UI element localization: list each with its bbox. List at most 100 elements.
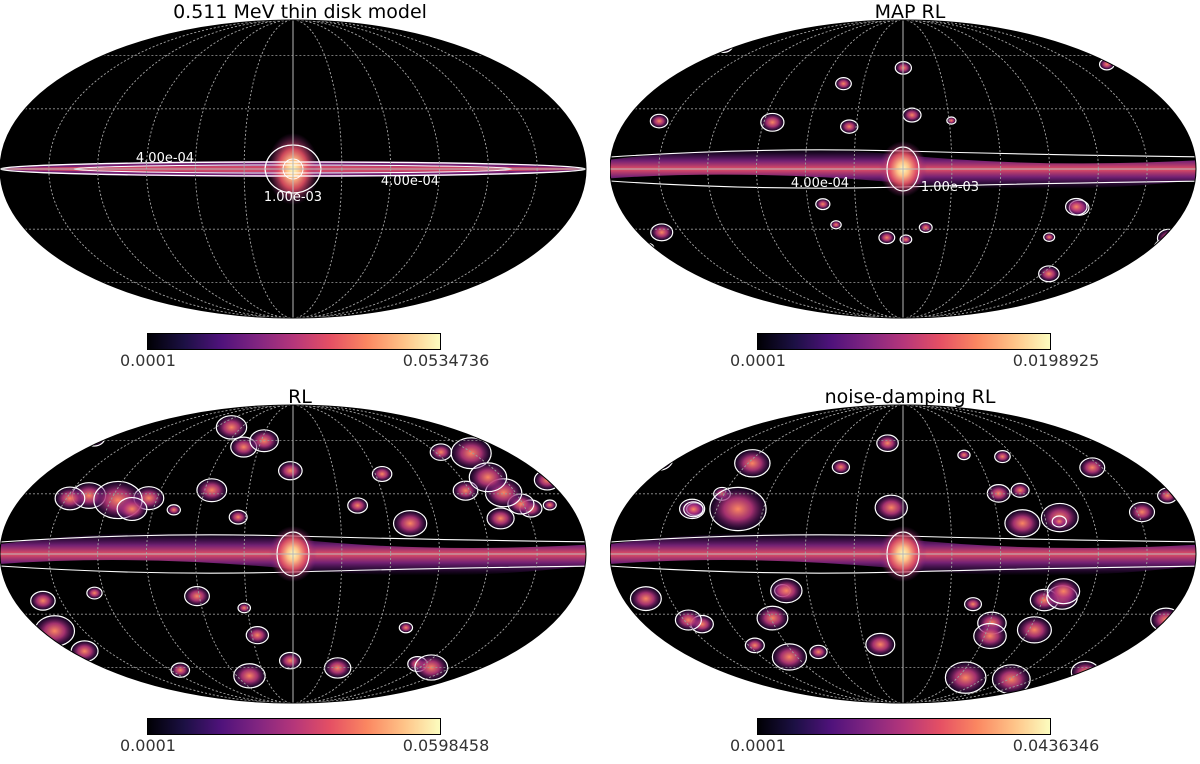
contour-line (1128, 501, 1156, 523)
contour-line (709, 486, 767, 532)
emission-blob (216, 415, 247, 440)
contour-line (1010, 482, 1030, 498)
emission-blob (1004, 509, 1040, 537)
contour-line (674, 609, 702, 631)
emission-blob (1052, 516, 1067, 527)
emission-blob (30, 591, 56, 611)
contour-line (624, 451, 656, 477)
contour-line (876, 434, 899, 453)
emission-blob (196, 478, 227, 502)
emission-blob (865, 633, 895, 656)
emission-blob (324, 657, 351, 679)
contour-line (61, 437, 83, 455)
contour-line (1064, 197, 1088, 216)
emission-blob (987, 484, 1011, 503)
emission-blob (709, 487, 767, 531)
emission-blob (1129, 502, 1155, 522)
panel-map-rl: MAP RL 4.00e-04 1.00e-03 0.0001 0.0198925 (610, 0, 1200, 379)
emission-blob (625, 452, 656, 476)
contour-line (642, 447, 674, 471)
contour-line (744, 637, 765, 654)
contour-line (233, 663, 266, 689)
contour-line (830, 220, 842, 230)
contour-line (452, 480, 479, 501)
sky-outline (610, 19, 1197, 319)
emission-blob (55, 487, 85, 510)
colorbar-max-label: 0.0534736 (402, 351, 490, 370)
emission-blob (902, 108, 922, 123)
emission-blob (62, 438, 83, 454)
emission-blob (246, 626, 269, 644)
contour-line (475, 665, 508, 691)
contour-line (1004, 509, 1041, 538)
contour-line (685, 420, 701, 432)
emission-blob (233, 663, 266, 688)
emission-blob (1047, 578, 1080, 604)
contour-line (1043, 232, 1056, 242)
emission-blob (630, 291, 650, 306)
contour-line (1079, 457, 1106, 478)
sky-map (610, 404, 1197, 704)
emission-blob (1043, 232, 1055, 242)
contour-line (215, 415, 248, 440)
colorbar (757, 718, 1051, 735)
emission-blob (830, 220, 842, 229)
panel-thin-disk-model: 0.511 MeV thin disk model 4.00e-04 1.00e-… (0, 0, 600, 379)
contour-line (713, 37, 734, 54)
emission-blob (734, 449, 771, 477)
emission-blob (945, 662, 986, 694)
colorbar (147, 718, 441, 735)
contour-line (650, 223, 674, 242)
emission-blob (973, 623, 1007, 649)
contour-line (371, 465, 393, 483)
emission-blob (686, 421, 700, 432)
contour-line (760, 112, 785, 132)
contour-line (649, 113, 669, 129)
emission-blob (171, 663, 190, 678)
sky-outline (0, 19, 587, 319)
contour-line (54, 486, 86, 511)
emission-blob (683, 501, 704, 517)
contour-line (116, 496, 148, 522)
contour-line (1046, 578, 1081, 605)
emission-blob (184, 586, 210, 606)
contour-line (1051, 515, 1067, 528)
colorbar-max-label: 0.0436346 (1012, 736, 1100, 755)
contour-line (82, 429, 106, 447)
contour-line (1163, 269, 1189, 289)
panel-title: 0.511 MeV thin disk model (173, 1, 427, 23)
emission-blob (399, 622, 413, 633)
emission-blob (875, 495, 908, 520)
emission-blob (86, 587, 103, 599)
contour-line (734, 449, 771, 478)
contour-label: 4.00e-04 (791, 176, 849, 191)
emission-blob (832, 460, 850, 474)
emission-blob (964, 597, 982, 611)
contour-line (840, 119, 859, 134)
sky-map: 4.00e-04 1.00e-03 (610, 19, 1197, 319)
panel-rl: RL 0.0001 0.0598458 (0, 385, 600, 764)
contour-line (184, 585, 210, 607)
emission-blob (1164, 269, 1189, 289)
contour-line (237, 602, 252, 614)
contour-line (944, 661, 987, 694)
emission-blob (451, 437, 492, 469)
emission-blob (469, 462, 507, 492)
emission-blob (840, 119, 858, 134)
emission-blob (630, 586, 662, 611)
contour-line (678, 498, 706, 520)
contour-line (973, 622, 1007, 650)
contour-line (641, 242, 655, 253)
emission-blob (347, 497, 368, 514)
axes (610, 405, 1196, 703)
contour-line (228, 509, 248, 525)
emission-blob (760, 113, 784, 132)
emission-blob (946, 117, 957, 125)
contour-line (878, 230, 896, 245)
emission-blob (675, 610, 702, 630)
contour-line (815, 198, 831, 211)
contour-line (166, 504, 181, 516)
colorbar (757, 333, 1051, 350)
contour-line (986, 484, 1011, 503)
colorbar (147, 333, 441, 350)
